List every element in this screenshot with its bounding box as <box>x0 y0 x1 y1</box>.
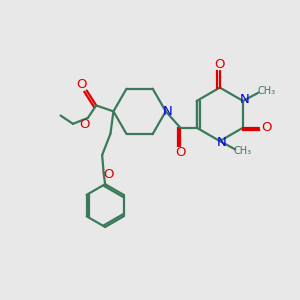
Text: O: O <box>262 121 272 134</box>
Text: O: O <box>104 168 114 181</box>
Text: N: N <box>162 105 172 118</box>
Text: CH₃: CH₃ <box>257 85 275 96</box>
Text: O: O <box>76 77 87 91</box>
Text: O: O <box>80 118 90 131</box>
Text: N: N <box>217 136 226 149</box>
Text: CH₃: CH₃ <box>234 146 252 157</box>
Text: N: N <box>240 93 249 106</box>
Text: O: O <box>214 58 225 71</box>
Text: O: O <box>175 146 186 160</box>
